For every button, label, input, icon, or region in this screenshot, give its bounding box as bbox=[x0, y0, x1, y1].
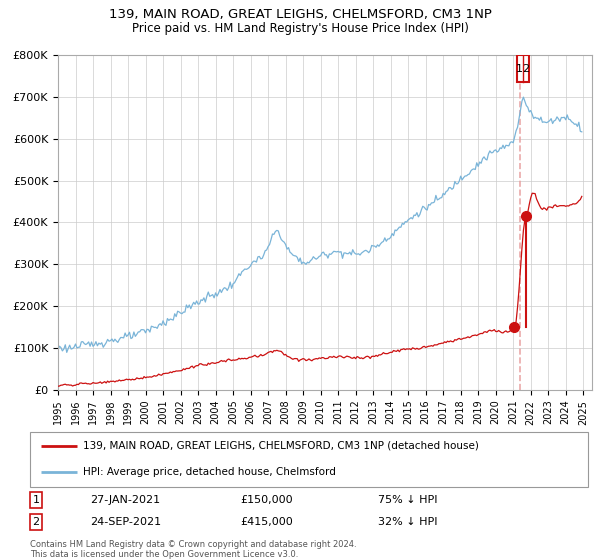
Text: Contains HM Land Registry data © Crown copyright and database right 2024.
This d: Contains HM Land Registry data © Crown c… bbox=[30, 540, 356, 559]
Text: 1: 1 bbox=[516, 64, 523, 73]
Text: 2: 2 bbox=[32, 517, 40, 527]
Text: 2: 2 bbox=[523, 64, 529, 73]
Text: 24-SEP-2021: 24-SEP-2021 bbox=[90, 517, 161, 527]
Polygon shape bbox=[517, 55, 529, 82]
Text: 139, MAIN ROAD, GREAT LEIGHS, CHELMSFORD, CM3 1NP: 139, MAIN ROAD, GREAT LEIGHS, CHELMSFORD… bbox=[109, 8, 491, 21]
Text: HPI: Average price, detached house, Chelmsford: HPI: Average price, detached house, Chel… bbox=[83, 466, 336, 477]
Text: Price paid vs. HM Land Registry's House Price Index (HPI): Price paid vs. HM Land Registry's House … bbox=[131, 22, 469, 35]
Text: 27-JAN-2021: 27-JAN-2021 bbox=[90, 495, 160, 505]
Text: 32% ↓ HPI: 32% ↓ HPI bbox=[378, 517, 437, 527]
Text: £415,000: £415,000 bbox=[240, 517, 293, 527]
Text: 139, MAIN ROAD, GREAT LEIGHS, CHELMSFORD, CM3 1NP (detached house): 139, MAIN ROAD, GREAT LEIGHS, CHELMSFORD… bbox=[83, 441, 479, 451]
Text: 75% ↓ HPI: 75% ↓ HPI bbox=[378, 495, 437, 505]
Text: £150,000: £150,000 bbox=[240, 495, 293, 505]
Text: 1: 1 bbox=[32, 495, 40, 505]
